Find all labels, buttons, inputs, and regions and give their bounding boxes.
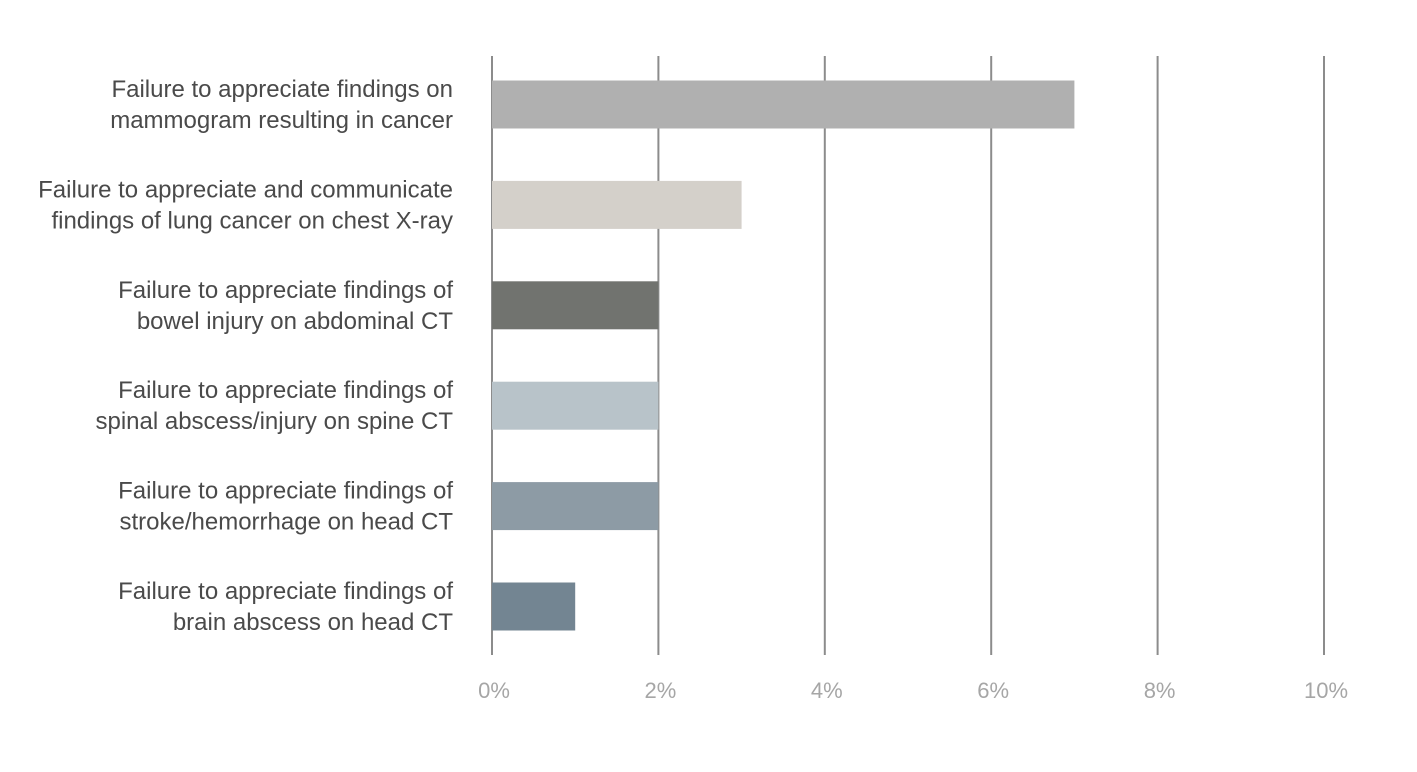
x-axis-ticks: 0% 2% 4% 6% 8% 10% <box>478 678 1348 703</box>
category-label: Failure to appreciate and communicate fin… <box>38 176 453 234</box>
gridlines <box>491 56 1325 655</box>
category-label: Failure to appreciate findings of spinal … <box>95 377 453 435</box>
category-label: Failure to appreciate findings of stroke/… <box>118 478 453 536</box>
x-tick-label: 10% <box>1304 678 1348 703</box>
bar <box>492 80 1075 129</box>
category-label: Failure to appreciate findings of brain a… <box>118 578 453 636</box>
bars <box>492 80 1075 631</box>
bar <box>492 482 659 531</box>
category-label: Failure to appreciate findings on mammogr… <box>110 76 453 134</box>
bar <box>492 180 742 229</box>
x-tick-label: 4% <box>811 678 843 703</box>
x-tick-label: 2% <box>645 678 677 703</box>
category-labels: Failure to appreciate findings on mammogr… <box>38 76 453 636</box>
category-label: Failure to appreciate findings of bowel i… <box>118 277 453 335</box>
x-tick-label: 6% <box>977 678 1009 703</box>
x-tick-label: 0% <box>478 678 510 703</box>
bar <box>492 582 576 631</box>
x-tick-label: 8% <box>1144 678 1176 703</box>
bar <box>492 381 659 430</box>
bar <box>492 281 659 330</box>
